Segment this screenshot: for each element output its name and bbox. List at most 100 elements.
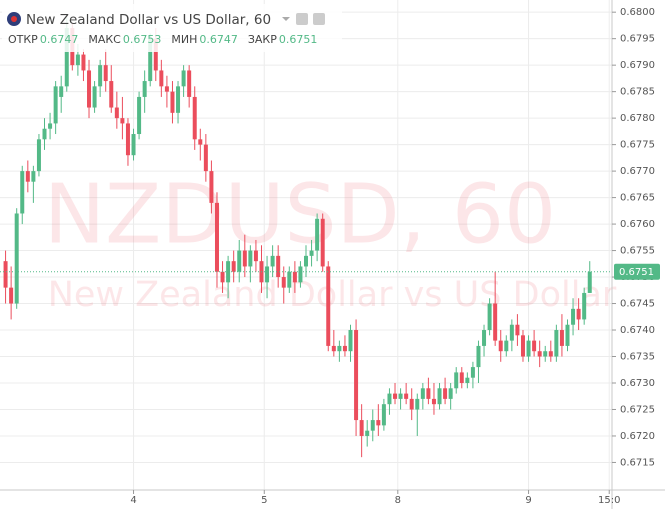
- y-tick-label: 0.6780: [620, 113, 655, 124]
- candle-body: [520, 335, 525, 357]
- y-tick-label: 0.6760: [620, 219, 655, 230]
- candle-body: [131, 134, 136, 156]
- watermark-symbol: NZDUSD, 60: [44, 167, 556, 262]
- candle-body: [3, 261, 8, 288]
- candle-body: [209, 171, 214, 203]
- candle-body: [381, 404, 386, 426]
- ohlc-legend: ОТКР 0.6747 МАКС 0.6753 МИН 0.6747 ЗАКР 0.6751: [8, 33, 317, 46]
- candle-body: [59, 86, 64, 97]
- candle-body: [459, 372, 464, 383]
- candle-body: [515, 324, 520, 336]
- candle-body: [342, 345, 347, 352]
- candle-body: [509, 324, 514, 341]
- ohlc-value: 0.6747: [40, 33, 79, 46]
- y-tick-label: 0.6725: [620, 404, 655, 415]
- last-price-label: 0.6751: [619, 267, 654, 278]
- x-tick-label: 4: [130, 495, 136, 506]
- candle-body: [548, 351, 553, 357]
- candle-body: [176, 86, 181, 113]
- candle-body: [248, 250, 253, 267]
- candle-body: [87, 70, 92, 108]
- candle-body: [109, 81, 114, 108]
- candle-body: [409, 398, 414, 410]
- y-tick-label: 0.6755: [620, 246, 655, 257]
- candle-body: [148, 38, 153, 82]
- candle-body: [276, 255, 281, 278]
- y-tick-label: 0.6745: [620, 299, 655, 310]
- settings-button[interactable]: [296, 13, 308, 25]
- candle-body: [292, 271, 297, 283]
- dropdown-icon[interactable]: [282, 17, 290, 21]
- candle-body: [103, 65, 108, 82]
- candle-body: [315, 218, 320, 251]
- candle-body: [137, 96, 142, 135]
- candle-body: [298, 266, 303, 283]
- candle-body: [543, 351, 548, 357]
- candle-body: [393, 393, 398, 399]
- candle-body: [53, 86, 58, 124]
- candle-body: [231, 261, 236, 272]
- candle-body: [354, 330, 359, 421]
- candle-body: [14, 213, 19, 304]
- candle-body: [448, 388, 453, 399]
- candle-body: [9, 287, 14, 304]
- x-tick-label: 5: [261, 495, 267, 506]
- y-tick-label: 0.6795: [620, 34, 655, 45]
- ohlc-label: ОТКР: [8, 33, 38, 46]
- candle-body: [92, 86, 97, 108]
- y-tick-label: 0.6765: [620, 193, 655, 204]
- candle-body: [537, 351, 542, 357]
- y-tick-label: 0.6735: [620, 352, 655, 363]
- candle-body: [220, 271, 225, 283]
- y-tick-label: 0.6730: [620, 378, 655, 389]
- y-tick-label: 0.6770: [620, 166, 655, 177]
- close-button[interactable]: [313, 13, 325, 25]
- candle-body: [465, 377, 470, 383]
- candle-body: [504, 340, 509, 352]
- candle-body: [159, 70, 164, 87]
- y-tick-label: 0.6775: [620, 140, 655, 151]
- candle-body: [114, 107, 119, 119]
- candles: [3, 17, 592, 458]
- candle-body: [309, 250, 314, 256]
- candle-body: [526, 340, 531, 357]
- legend-background: [2, 4, 342, 52]
- candle-body: [370, 420, 375, 431]
- candle-body: [265, 266, 270, 283]
- candle-body: [192, 96, 197, 140]
- candle-body: [153, 38, 158, 71]
- candle-body: [337, 345, 342, 352]
- candle-body: [253, 250, 258, 262]
- candle-body: [571, 308, 576, 325]
- candle-body: [415, 398, 420, 410]
- ohlc-label: МИН: [171, 33, 197, 46]
- candle-body: [565, 324, 570, 346]
- symbol-icon-dot: [11, 16, 17, 22]
- candle-body: [120, 118, 125, 124]
- candle-body: [320, 218, 325, 267]
- x-tick-label: 9: [525, 495, 531, 506]
- candle-body: [532, 340, 537, 352]
- y-tick-label: 0.6715: [620, 457, 655, 468]
- candle-body: [398, 393, 403, 399]
- candle-body: [304, 255, 308, 267]
- candle-body: [36, 139, 41, 172]
- candle-body: [487, 303, 492, 331]
- candle-body: [443, 388, 448, 399]
- candle-body: [31, 171, 36, 182]
- candle-body: [404, 393, 409, 399]
- candle-body: [287, 271, 292, 288]
- candle-body: [98, 65, 103, 87]
- ohlc-value: 0.6747: [199, 33, 238, 46]
- x-tick-label: 8: [395, 495, 401, 506]
- chart-title: New Zealand Dollar vs US Dollar, 60: [26, 12, 271, 28]
- candle-body: [476, 345, 481, 368]
- ohlc-label: МАКС: [88, 33, 121, 46]
- y-tick-label: 0.6720: [620, 431, 655, 442]
- x-tick-label: 15:0: [598, 495, 620, 506]
- candle-body: [587, 271, 592, 293]
- candle-body: [242, 250, 247, 267]
- candle-body: [582, 292, 587, 320]
